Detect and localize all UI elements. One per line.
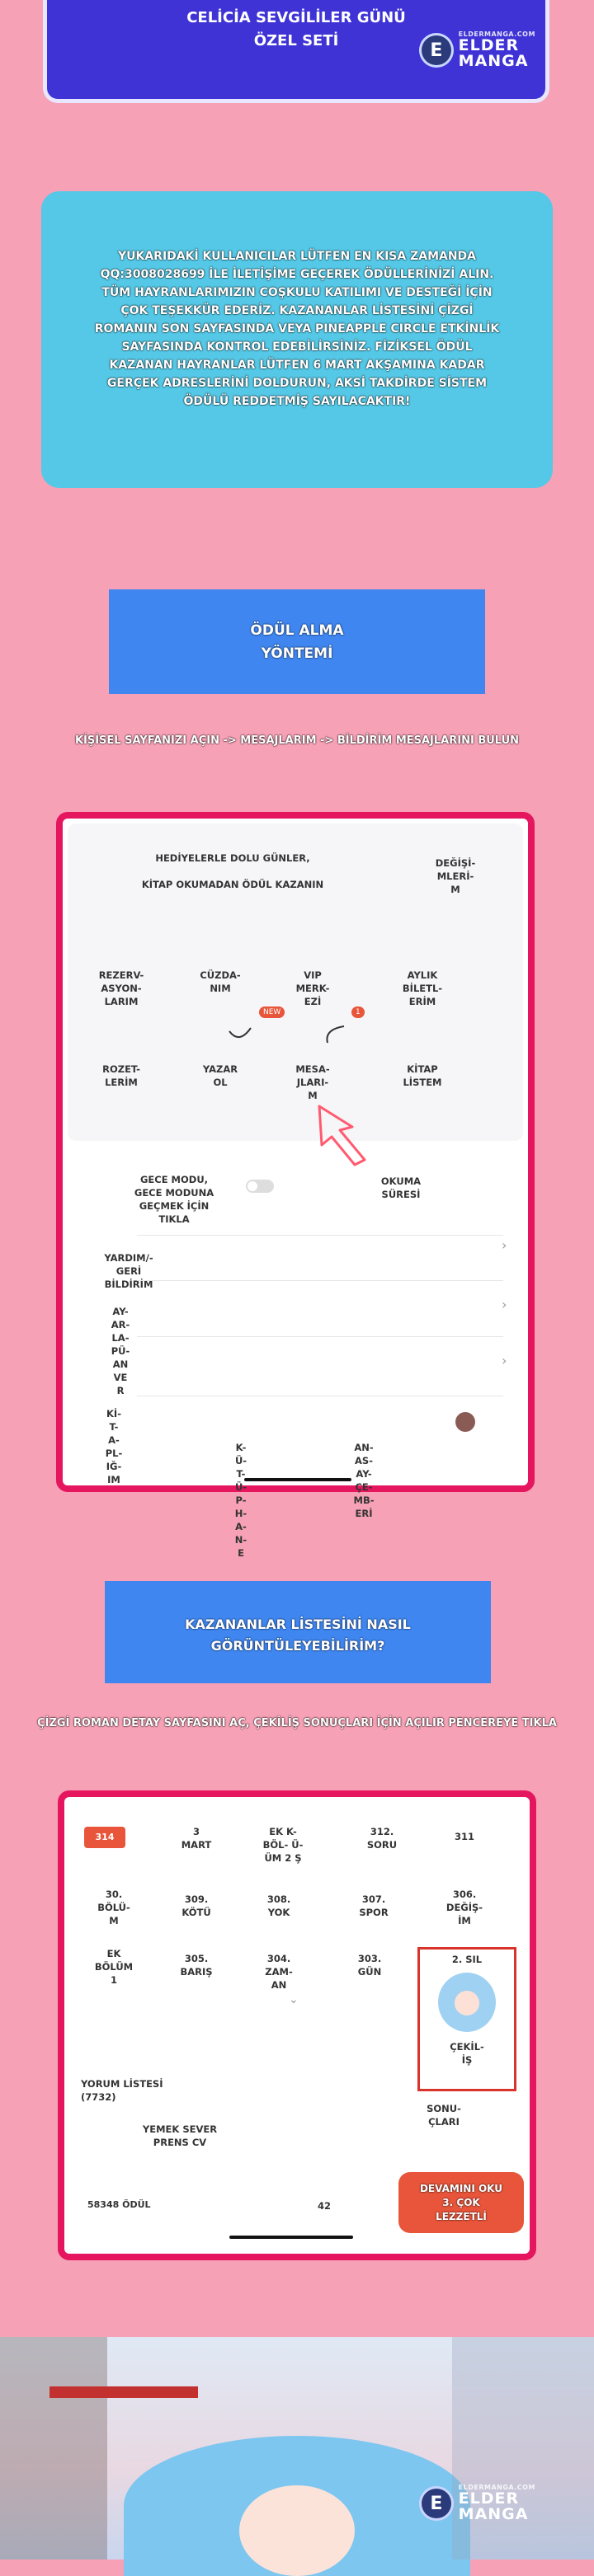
watermark-logo-icon: E: [419, 33, 454, 68]
chapter-cell[interactable]: 311: [454, 1831, 474, 1842]
menu-item-vip-center[interactable]: VIP MERK- EZİ: [295, 969, 330, 1007]
watermark-logo-icon: E: [419, 2486, 454, 2521]
chevron-right-icon: ›: [502, 1353, 507, 1368]
watermark-brand: ELDER MANGA: [458, 2489, 529, 2523]
profile-screen-frame: HEDİYELERLE DOLU GÜNLER, KİTAP OKUMADAN …: [56, 812, 535, 1559]
chapter-cell[interactable]: 312. SORU: [366, 1826, 398, 1851]
chapter-cell[interactable]: EK BÖLÜM 1: [94, 1948, 134, 1986]
winners-title-line1: KAZANANLAR LİSTESİNİ NASIL: [185, 1616, 411, 1632]
chevron-down-icon[interactable]: ⌄: [289, 1993, 299, 2006]
chapter-cell[interactable]: 3 MART: [181, 1826, 212, 1851]
lottery-character-image: [438, 1973, 496, 2032]
food-lover-comment: YEMEK SEVER PRENS CV: [142, 2123, 218, 2148]
avatar[interactable]: [455, 1412, 475, 1432]
profile-menu-card: HEDİYELERLE DOLU GÜNLER, KİTAP OKUMADAN …: [68, 823, 523, 1166]
watermark-bottom: E ELDERMANGA.COM ELDER MANGA: [419, 2485, 594, 2522]
wallet-icon: [229, 1027, 252, 1038]
lottery-popup[interactable]: 2. SIL ÇEKİL- İŞ: [417, 1947, 516, 2091]
winners-title-line2: GÖRÜNTÜLEYEBİLİRİM?: [210, 1638, 385, 1654]
chapter-cell[interactable]: 30. BÖLÜ- M: [97, 1889, 130, 1926]
railing-image: [50, 2386, 198, 2447]
home-indicator: [244, 1478, 351, 1481]
tab-my-books[interactable]: Kİ- T- A- PL- IĞ- IM: [105, 1408, 123, 1485]
cherry-tree-image: [0, 2337, 107, 2560]
exchange-item[interactable]: DEĞİŞİ- MLERİ- M: [435, 857, 476, 895]
chapter-cell[interactable]: 305. BARIŞ: [180, 1953, 213, 1978]
chevron-right-icon: ›: [502, 1237, 507, 1253]
reading-time-label[interactable]: OKUMA SÜRESİ: [380, 1175, 422, 1200]
reward-method-title-line1: ÖDÜL ALMA: [250, 622, 344, 639]
menu-item-badges[interactable]: ROZET- LERİM: [102, 1063, 140, 1088]
menu-item-reservations[interactable]: REZERV- ASYON- LARIM: [98, 969, 144, 1007]
vip-count-badge: 1: [351, 1006, 365, 1018]
chapter-cell[interactable]: EK K- BÖL- Ü- ÜM 2 Ş: [262, 1826, 304, 1864]
reward-method-heading: ÖDÜL ALMA YÖNTEMİ: [109, 589, 485, 694]
tab-library[interactable]: K- Ü- T- Ü- P- H- A- N- E: [234, 1442, 248, 1559]
chapter-314-selected[interactable]: 314: [84, 1827, 125, 1848]
header-title-box: CELİCİA SEVGİLİLER GÜNÜ ÖZEL SETİ: [43, 0, 549, 103]
menu-item-messages[interactable]: MESA- JLARI- M: [295, 1063, 330, 1101]
reward-method-instruction: KİŞİSEL SAYFANIZI AÇIN -> MESAJLARIM -> …: [74, 734, 520, 747]
menu-item-monthly-tickets[interactable]: AYLIK BİLETL- ERİM: [402, 969, 443, 1007]
promo-banner[interactable]: HEDİYELERLE DOLU GÜNLER, KİTAP OKUMADAN …: [84, 838, 381, 904]
comments-list[interactable]: YORUM LİSTESİ (7732): [81, 2078, 163, 2103]
chapter-cell[interactable]: 307. SPOR: [359, 1893, 389, 1918]
lottery-results-label: SONU- ÇLARI: [427, 2103, 461, 2128]
header-title-line2: ÖZEL SETİ: [253, 32, 339, 49]
reward-method-title-line2: YÖNTEMİ: [261, 645, 333, 662]
menu-item-wallet[interactable]: CÜZDA- NIM: [200, 969, 241, 994]
watermark-small-text: ELDERMANGA.COM: [458, 2484, 535, 2491]
header-title-line1: CELİCİA SEVGİLİLER GÜNÜ: [186, 9, 406, 26]
chapter-cell[interactable]: 303. GÜN: [357, 1953, 382, 1978]
announcement-panel: YUKARIDAKİ KULLANICILAR LÜTFEN EN KISA Z…: [41, 191, 553, 488]
promo-banner-line1: HEDİYELERLE DOLU GÜNLER,: [155, 852, 310, 864]
watermark-top: E ELDERMANGA.COM ELDER MANGA: [419, 31, 594, 69]
reward-count: 58348 ÖDÜL: [87, 2199, 151, 2210]
divider-1: [137, 1235, 503, 1236]
chapter-cell[interactable]: 308. YOK: [266, 1893, 291, 1918]
count-42: 42: [317, 2200, 331, 2212]
help-feedback-label[interactable]: YARDIM/- GERİ BİLDİRİM: [104, 1252, 153, 1290]
chapter-cell[interactable]: 309. KÖTÜ: [182, 1893, 211, 1918]
divider-3: [137, 1336, 503, 1337]
winners-instruction: ÇİZGİ ROMAN DETAY SAYFASINI AÇ, ÇEKİLİŞ …: [37, 1717, 557, 1729]
chapter-cell[interactable]: 306. DEĞİŞ- İM: [446, 1889, 483, 1926]
watermark-brand: ELDER MANGA: [458, 36, 529, 70]
window-image: [452, 2337, 594, 2560]
character-hair-image: [124, 2436, 470, 2576]
divider-2: [137, 1280, 503, 1281]
wallet-new-badge: NEW: [259, 1006, 285, 1018]
chapter-cell[interactable]: 304. ZAM- AN: [265, 1953, 293, 1991]
lottery-popup-header: 2. SIL: [451, 1954, 483, 1965]
continue-reading-button[interactable]: DEVAMINI OKU 3. ÇOK LEZZETLİ: [398, 2172, 524, 2233]
menu-item-book-list[interactable]: KİTAP LİSTEM: [403, 1063, 442, 1088]
lottery-label: ÇEKİL- İŞ: [450, 2041, 484, 2066]
tab-home[interactable]: AN- AS- AY- ÇE- MB- ERİ: [353, 1442, 375, 1519]
night-mode-label: GECE MODU, GECE MODUNA GEÇMEK İÇİN TIKLA: [134, 1174, 214, 1225]
settings-list-label[interactable]: AY- AR- LA- PÜ- AN VE R: [111, 1306, 130, 1396]
pointer-arrow-icon: [318, 1105, 366, 1166]
promo-banner-line2: KİTAP OKUMADAN ÖDÜL KAZANIN: [141, 879, 324, 890]
chevron-right-icon: ›: [502, 1297, 507, 1312]
night-mode-toggle[interactable]: [246, 1180, 274, 1193]
vip-icon: [326, 1025, 345, 1044]
winners-heading: KAZANANLAR LİSTESİNİ NASIL GÖRÜNTÜLEYEBİ…: [105, 1581, 491, 1683]
announcement-text: YUKARIDAKİ KULLANICILAR LÜTFEN EN KISA Z…: [94, 250, 500, 408]
home-indicator: [229, 2236, 353, 2239]
watermark-small-text: ELDERMANGA.COM: [458, 30, 535, 38]
menu-item-become-author[interactable]: YAZAR OL: [202, 1063, 238, 1088]
bottom-illustration: [0, 2337, 594, 2576]
comic-detail-frame: 314 3 MART EK K- BÖL- Ü- ÜM 2 Ş 312. SOR…: [58, 1790, 536, 2260]
